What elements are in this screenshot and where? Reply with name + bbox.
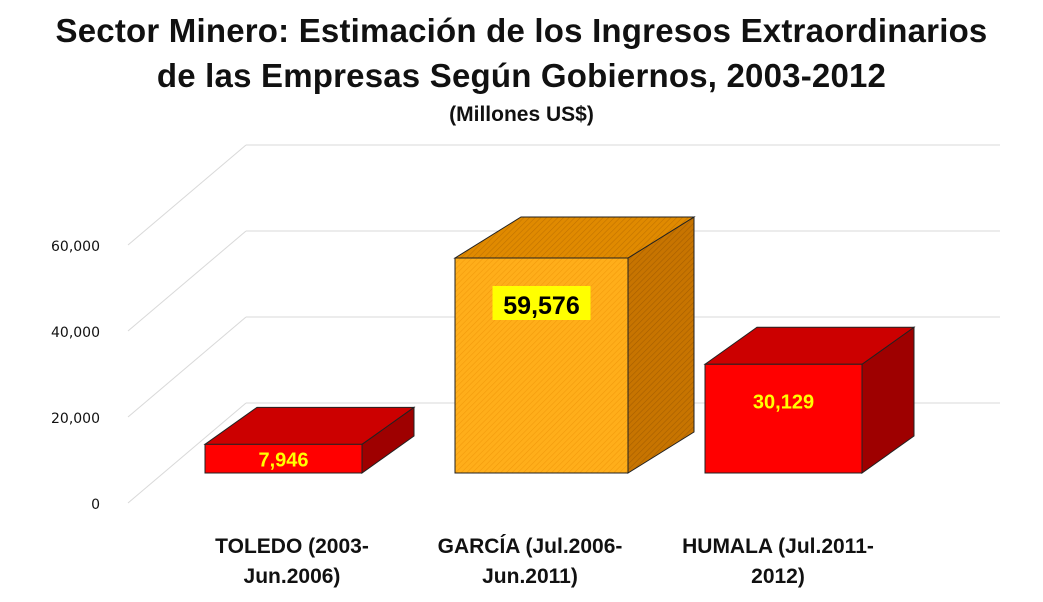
data-label: 30,129 [753, 391, 814, 413]
y-tick-label: 20,000 [51, 411, 100, 427]
category-label-humala: HUMALA (Jul.2011- 2012) [668, 532, 888, 592]
category-label-line-2: Jun.2006) [243, 565, 341, 588]
y-tick-label: 40,000 [51, 325, 100, 341]
chart-subtitle: (Millones US$) [449, 103, 594, 126]
category-label-line-2: 2012) [751, 565, 805, 588]
y-tick-label: 0 [91, 497, 100, 513]
data-label: 7,946 [258, 450, 308, 472]
bar-front-2 [704, 363, 863, 474]
gridline-depth [127, 402, 247, 504]
category-label-toledo: TOLEDO (2003- Jun.2006) [182, 532, 402, 592]
category-label-line-1: TOLEDO (2003- [215, 535, 369, 558]
category-label-garcia: GARCÍA (Jul.2006- Jun.2011) [420, 532, 640, 592]
data-label-background [492, 286, 591, 320]
data-label: 59,576 [503, 292, 579, 320]
bar-front-0 [204, 443, 363, 474]
category-label-line-1: HUMALA (Jul.2011- [682, 535, 874, 558]
category-label-line-1: GARCÍA (Jul.2006- [437, 535, 623, 558]
gridline-depth [127, 316, 247, 418]
category-label-line-2: Jun.2011) [482, 565, 578, 588]
bar-side-1 [627, 216, 695, 474]
chart-title-line-2: de las Empresas Según Gobiernos, 2003-20… [156, 57, 887, 94]
chart-title-line-1: Sector Minero: Estimación de los Ingreso… [55, 12, 988, 49]
gridline-depth [127, 230, 247, 332]
y-tick-label: 60,000 [51, 239, 100, 255]
gridline-depth [127, 144, 247, 246]
